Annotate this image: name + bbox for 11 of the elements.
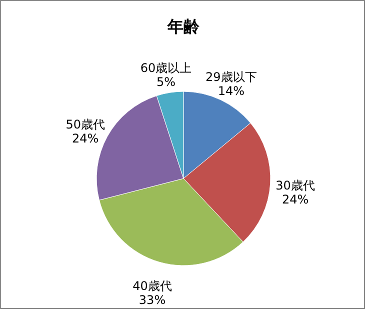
data-label: 14% <box>218 84 245 98</box>
chart-title: 年齢 <box>166 17 200 36</box>
data-label: 33% <box>138 293 166 308</box>
slice-label: 30歳代 <box>276 178 315 193</box>
slice-label: 29歳以下 <box>206 70 257 84</box>
data-label: 24% <box>282 192 309 207</box>
slice-label: 40歳代 <box>132 279 172 294</box>
slice-label: 60歳以上 <box>140 60 192 75</box>
slice-label: 50歳代 <box>66 118 105 132</box>
data-label: 5% <box>156 74 176 89</box>
data-label: 24% <box>72 132 99 146</box>
